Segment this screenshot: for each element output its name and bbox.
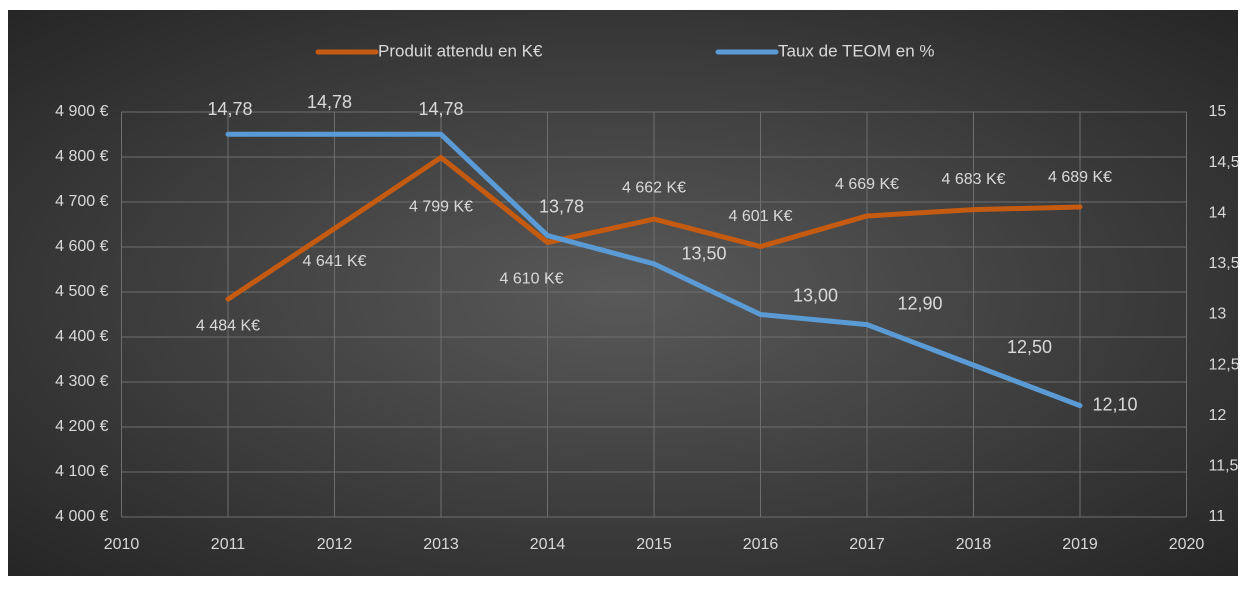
data-label: 4 601 K€ (728, 208, 792, 225)
chart-background (8, 10, 1238, 576)
y-tick-label: 4 700 € (55, 193, 108, 210)
y2-tick-label: 14 (1209, 204, 1227, 221)
y-tick-label: 4 900 € (55, 103, 108, 120)
y-tick-label: 4 500 € (55, 283, 108, 300)
data-label: 4 689 K€ (1048, 169, 1112, 186)
x-tick-label: 2011 (211, 536, 246, 553)
data-label: 4 484 K€ (196, 317, 260, 334)
data-label: 4 669 K€ (835, 176, 899, 193)
x-tick-label: 2014 (530, 536, 566, 553)
y-tick-label: 4 200 € (55, 418, 108, 435)
data-label: 13,50 (681, 244, 726, 264)
y2-tick-label: 12,5 (1209, 356, 1240, 373)
data-label: 4 662 K€ (622, 179, 686, 196)
y2-tick-label: 12 (1209, 407, 1227, 424)
x-tick-label: 2013 (423, 536, 459, 553)
y2-tick-label: 13,5 (1209, 255, 1240, 272)
y-tick-label: 4 100 € (55, 463, 108, 480)
x-tick-label: 2017 (849, 536, 885, 553)
y-tick-label: 4 800 € (55, 148, 108, 165)
x-tick-label: 2019 (1062, 536, 1098, 553)
x-tick-label: 2020 (1169, 536, 1205, 553)
data-label: 13,00 (793, 285, 838, 305)
data-label: 12,10 (1092, 394, 1137, 414)
data-label: 12,90 (897, 293, 942, 313)
x-tick-label: 2015 (636, 536, 672, 553)
legend-label: Produit attendu en K€ (378, 41, 543, 60)
y-tick-label: 4 400 € (55, 328, 108, 345)
y2-tick-label: 15 (1209, 103, 1227, 120)
x-tick-label: 2018 (956, 536, 992, 553)
data-label: 14,78 (207, 99, 252, 119)
data-label: 13,78 (539, 196, 584, 216)
legend-label: Taux de TEOM en % (778, 41, 935, 60)
series-line (225, 131, 1083, 409)
y-tick-label: 4 600 € (55, 238, 108, 255)
y2-tick-label: 14,5 (1209, 154, 1240, 171)
data-label: 12,50 (1007, 337, 1052, 357)
y2-tick-label: 13 (1209, 306, 1227, 323)
data-label: 14,78 (418, 99, 463, 119)
data-label: 4 641 K€ (302, 253, 366, 270)
x-tick-label: 2012 (317, 536, 353, 553)
x-tick-label: 2016 (743, 536, 779, 553)
data-label: 14,78 (307, 92, 352, 112)
series-line (225, 154, 1083, 302)
data-label: 4 799 K€ (409, 199, 473, 216)
y-tick-label: 4 300 € (55, 373, 108, 390)
y-tick-label: 4 000 € (55, 508, 108, 525)
data-label: 4 610 K€ (499, 271, 563, 288)
data-label: 4 683 K€ (941, 171, 1005, 188)
y2-tick-label: 11 (1209, 508, 1226, 525)
y2-tick-label: 11,5 (1209, 458, 1239, 475)
x-tick-label: 2010 (104, 536, 140, 553)
legend: Produit attendu en K€ Taux de TEOM en % (315, 41, 935, 60)
